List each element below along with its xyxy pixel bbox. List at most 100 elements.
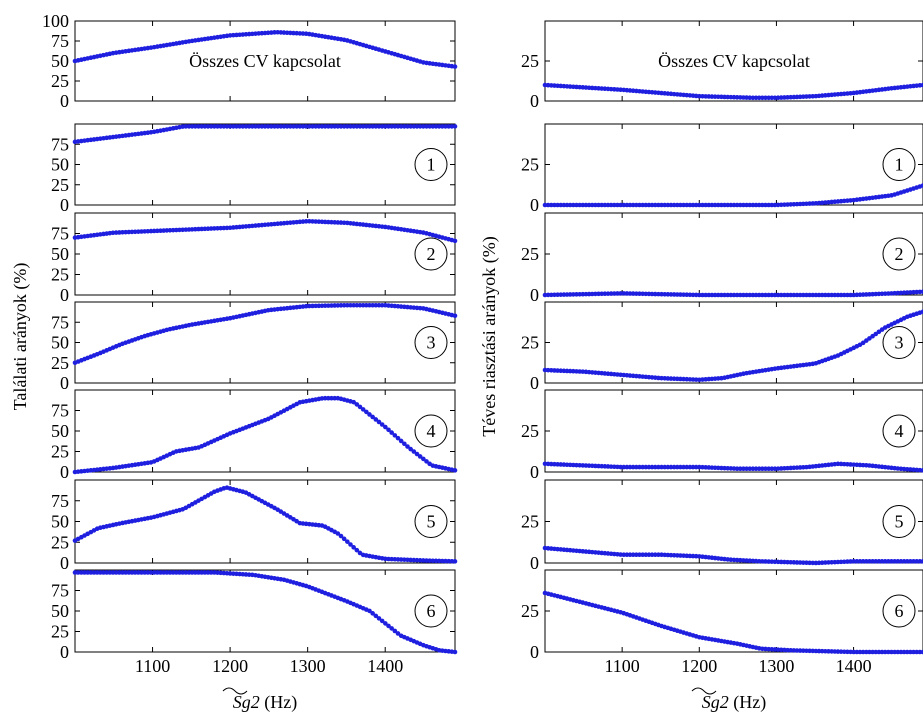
panel-frame-1-4	[544, 389, 923, 473]
data-point-0-1	[443, 124, 448, 129]
y-tick-label-1-5: 25	[521, 512, 539, 532]
data-point-0-1	[395, 124, 401, 129]
data-point-0-1	[291, 124, 296, 129]
data-point-1-1	[567, 202, 573, 208]
data-point-1-2	[706, 292, 712, 298]
data-point-1-1	[652, 202, 658, 208]
y-tick-label-0-2: 0	[60, 285, 69, 305]
data-point-0-2	[452, 238, 458, 244]
data-point-0-1	[265, 124, 271, 129]
data-point-0-1	[307, 124, 312, 129]
panel-badge-label-0-2: 2	[427, 244, 436, 264]
data-point-0-6	[205, 570, 211, 575]
data-point-0-6	[202, 570, 208, 575]
data-point-1-5	[621, 552, 627, 557]
data-point-1-2	[832, 292, 838, 298]
y-tick-label-1-2: 25	[521, 244, 539, 264]
data-point-1-2	[753, 292, 759, 298]
data-point-0-6	[117, 570, 122, 575]
data-point-1-5	[873, 559, 879, 564]
data-point-0-1	[297, 124, 303, 129]
data-point-0-1	[319, 124, 325, 129]
data-point-0-1	[414, 124, 420, 129]
data-point-1-2	[728, 292, 734, 298]
series-line-0-4	[74, 397, 456, 473]
data-point-1-4	[630, 464, 636, 470]
data-point-0-4	[395, 435, 401, 441]
data-point-0-6	[110, 570, 116, 575]
data-point-0-1	[370, 124, 375, 129]
data-point-1-1	[542, 202, 548, 208]
data-point-0-6	[98, 570, 103, 575]
data-point-0-1	[389, 124, 394, 129]
y-tick-label-0-1: 75	[51, 134, 69, 154]
data-point-1-5	[646, 552, 652, 557]
y-tick-label-0-0: 50	[51, 51, 69, 71]
x-tick-label-1: 1400	[836, 656, 872, 676]
data-point-0-1	[367, 124, 372, 129]
data-point-1-4	[756, 466, 762, 472]
data-point-0-6	[370, 611, 375, 616]
y-tick-label-0-4: 25	[51, 442, 69, 462]
data-point-0-1	[186, 124, 192, 129]
data-point-0-1	[294, 124, 299, 129]
data-point-0-1	[379, 124, 385, 129]
data-point-0-4	[405, 444, 410, 449]
data-point-1-2	[826, 292, 831, 298]
data-point-1-2	[797, 292, 803, 298]
data-point-1-5	[637, 552, 642, 557]
data-point-1-1	[728, 202, 734, 208]
x-tick-label-0: 1100	[135, 656, 170, 676]
data-point-1-4	[763, 466, 768, 472]
y-tick-label-0-0: 25	[51, 71, 69, 91]
data-point-1-2	[731, 292, 737, 298]
data-point-1-1	[552, 202, 557, 208]
y-tick-label-0-1: 0	[60, 195, 69, 215]
y-tick-label-0-1: 50	[51, 155, 69, 175]
data-point-0-5	[345, 539, 350, 544]
data-point-0-3	[367, 302, 372, 308]
panel-badge-label-1-6: 6	[895, 601, 904, 621]
data-point-0-6	[167, 570, 173, 575]
x-axis-symbol-1: Sg2	[702, 692, 729, 712]
data-point-1-2	[813, 292, 819, 298]
data-point-0-1	[430, 124, 436, 129]
data-point-1-2	[835, 292, 841, 298]
data-point-1-6	[892, 649, 897, 655]
data-point-1-1	[564, 202, 570, 208]
data-point-1-4	[750, 466, 756, 472]
panel-badge-label-1-5: 5	[895, 512, 904, 532]
data-point-1-1	[589, 202, 595, 208]
data-point-0-6	[82, 570, 87, 575]
data-point-0-1	[421, 124, 426, 129]
data-point-0-4	[452, 468, 458, 473]
data-point-1-1	[722, 202, 727, 208]
data-point-1-4	[738, 466, 743, 472]
data-point-1-0	[766, 95, 771, 101]
data-point-0-6	[395, 631, 401, 636]
data-point-1-4	[678, 464, 683, 470]
data-point-0-1	[183, 124, 189, 129]
panel-frame-0-4	[74, 389, 456, 473]
data-point-0-1	[313, 124, 318, 129]
y-tick-label-0-3: 75	[51, 312, 69, 332]
data-point-1-2	[775, 292, 781, 298]
data-point-0-4	[402, 441, 407, 447]
data-point-1-0	[753, 95, 759, 101]
data-point-0-1	[364, 124, 369, 129]
data-point-0-3	[370, 302, 375, 308]
y-tick-label-0-5: 0	[60, 553, 69, 573]
data-point-1-2	[778, 292, 784, 298]
data-point-1-4	[652, 464, 658, 470]
data-point-1-0	[760, 95, 765, 101]
data-point-1-1	[719, 202, 724, 208]
data-point-1-5	[640, 552, 645, 557]
y-tick-label-0-6: 25	[51, 622, 69, 642]
data-point-0-6	[189, 570, 195, 575]
series-line-0-6	[75, 571, 456, 653]
y-tick-label-0-2: 75	[51, 224, 69, 244]
data-point-1-6	[889, 649, 894, 655]
data-point-0-1	[202, 124, 208, 129]
y-tick-label-0-1: 25	[51, 175, 69, 195]
data-point-1-1	[637, 202, 642, 208]
